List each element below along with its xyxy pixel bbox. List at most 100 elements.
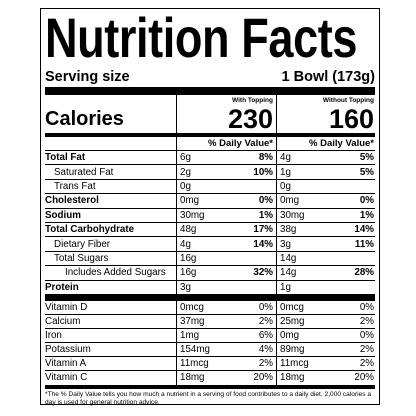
daily-value: 20% bbox=[354, 372, 374, 384]
daily-value: 14% bbox=[253, 238, 273, 250]
serving-value: 1 Bowl (173g) bbox=[281, 69, 375, 85]
amount: 37mg bbox=[180, 315, 205, 327]
value-cell: 16g 32% bbox=[176, 266, 276, 280]
amount: 4g bbox=[280, 152, 291, 164]
daily-value: 0% bbox=[359, 301, 374, 313]
nutrient-row: Trans Fat 0g 0g bbox=[45, 179, 377, 195]
nutrient-row: Cholesterol 0mg 0% 0mg 0% bbox=[45, 194, 377, 209]
value-cell: 1mg 6% bbox=[176, 328, 276, 342]
serving-row: Serving size 1 Bowl (173g) bbox=[45, 67, 375, 87]
daily-value: 0% bbox=[258, 301, 273, 313]
dv-header-text: % Daily Value* bbox=[176, 137, 276, 150]
value-cell: 2g 10% bbox=[176, 165, 276, 179]
amount: 14g bbox=[280, 267, 297, 279]
value-cell: 0mg 0% bbox=[276, 194, 377, 208]
amount: 0mcg bbox=[280, 301, 304, 313]
daily-value: 5% bbox=[359, 166, 374, 178]
amount: 6g bbox=[180, 152, 191, 164]
amount: 3g bbox=[280, 238, 291, 250]
nutrient-name: Protein bbox=[45, 281, 79, 293]
amount: 30mg bbox=[280, 209, 305, 221]
medium-rule bbox=[45, 133, 375, 137]
nutrient-name: Vitamin D bbox=[45, 301, 88, 313]
thick-rule bbox=[45, 87, 375, 95]
amount: 3g bbox=[180, 281, 191, 293]
title: Nutrition Facts bbox=[45, 9, 358, 67]
daily-value: 2% bbox=[359, 315, 374, 327]
nutrient-row: Potassium 154mg 4% 89mg 2% bbox=[45, 342, 377, 357]
daily-value: 11% bbox=[354, 238, 374, 250]
nutrient-name: Calcium bbox=[45, 315, 81, 327]
amount: 4g bbox=[180, 238, 191, 250]
medium-rule bbox=[45, 384, 375, 389]
value-cell: 0mcg 0% bbox=[176, 300, 276, 314]
daily-value: 32% bbox=[253, 267, 273, 279]
daily-value: 0% bbox=[258, 195, 273, 207]
value-cell: 3g 11% bbox=[276, 237, 377, 251]
amount: 1mg bbox=[180, 329, 200, 341]
amount: 16g bbox=[180, 267, 197, 279]
amount: 18mg bbox=[180, 372, 205, 384]
nutrient-name: Cholesterol bbox=[45, 195, 99, 207]
nutrient-row: Calcium 37mg 2% 25mg 2% bbox=[45, 314, 375, 329]
daily-value: 20% bbox=[253, 372, 273, 384]
value-cell: 4g 5% bbox=[276, 151, 377, 165]
value-cell: 38g 14% bbox=[276, 222, 377, 237]
amount: 0mg bbox=[280, 195, 300, 207]
nutrient-name: Dietary Fiber bbox=[54, 238, 111, 250]
nutrient-name: Saturated Fat bbox=[54, 166, 114, 178]
daily-value: 6% bbox=[258, 329, 273, 341]
nutrient-name: Total Sugars bbox=[54, 252, 109, 264]
nutrient-row: Vitamin D 0mcg 0% 0mcg 0% bbox=[45, 300, 375, 315]
dv-header-text: % Daily Value* bbox=[276, 137, 377, 150]
daily-value: 14% bbox=[354, 224, 374, 236]
amount: 0mg bbox=[280, 329, 300, 341]
amount: 14g bbox=[280, 252, 297, 264]
value-cell: 11mcg 2% bbox=[276, 356, 377, 370]
daily-value: 17% bbox=[253, 224, 273, 236]
nutrient-row: Includes Added Sugars 16g 32% 14g 28% bbox=[45, 266, 377, 281]
value-cell: 18mg 20% bbox=[176, 370, 276, 385]
nutrient-row: Sodium 30mg 1% 30mg 1% bbox=[45, 208, 377, 223]
amount: 2g bbox=[180, 166, 191, 178]
value-cell: 0mg 0% bbox=[176, 194, 276, 208]
value-cell: 4g 14% bbox=[176, 237, 276, 251]
daily-value: 5% bbox=[359, 152, 374, 164]
value-cell: 0g bbox=[276, 179, 377, 194]
nutrient-name: Total Carbohydrate bbox=[45, 224, 135, 236]
serving-label: Serving size bbox=[45, 69, 130, 85]
value-cell: 48g 17% bbox=[176, 222, 276, 237]
daily-value: 0% bbox=[359, 195, 374, 207]
amount: 0mg bbox=[180, 195, 200, 207]
daily-value: 0% bbox=[359, 329, 374, 341]
thick-rule bbox=[45, 294, 375, 301]
amount: 89mg bbox=[280, 343, 305, 355]
value-cell: 0mg 0% bbox=[276, 328, 377, 342]
nutrient-row: Saturated Fat 2g 10% 1g 5% bbox=[45, 165, 375, 180]
nutrient-row: Vitamin A 11mcg 2% 11mcg 2% bbox=[45, 356, 377, 371]
amount: 0g bbox=[280, 180, 291, 192]
calories-value: 230 bbox=[176, 105, 276, 133]
calories-value: 160 bbox=[276, 105, 377, 133]
footnote: *The % Daily Value tells you how much a … bbox=[45, 390, 372, 406]
dv-header: % Daily Value* % Daily Value* bbox=[45, 137, 375, 151]
daily-value: 10% bbox=[253, 166, 273, 178]
value-cell: 89mg 2% bbox=[276, 342, 377, 356]
value-cell: 37mg 2% bbox=[176, 314, 276, 328]
value-cell: 154mg 4% bbox=[176, 342, 276, 356]
nutrient-name: Potassium bbox=[45, 343, 91, 355]
nutrition-label: Nutrition Facts Serving size 1 Bowl (173… bbox=[40, 8, 380, 406]
nutrient-list: Total Fat 6g 8% 4g 5% Saturated Fat 2g 10% 1g 5% T… bbox=[45, 151, 375, 295]
amount: 1g bbox=[280, 166, 291, 178]
column-header: With Topping Without Topping bbox=[45, 95, 375, 105]
value-cell: 30mg 1% bbox=[276, 208, 377, 222]
nutrient-name: Vitamin C bbox=[45, 372, 88, 384]
value-cell: 14g 28% bbox=[276, 266, 377, 280]
nutrient-row: Iron 1mg 6% 0mg 0% bbox=[45, 328, 377, 343]
daily-value: 2% bbox=[359, 343, 374, 355]
amount: 0mcg bbox=[180, 301, 204, 313]
value-cell: 3g bbox=[176, 280, 276, 294]
nutrient-name: Vitamin A bbox=[45, 357, 87, 369]
nutrient-name: Iron bbox=[45, 329, 62, 341]
